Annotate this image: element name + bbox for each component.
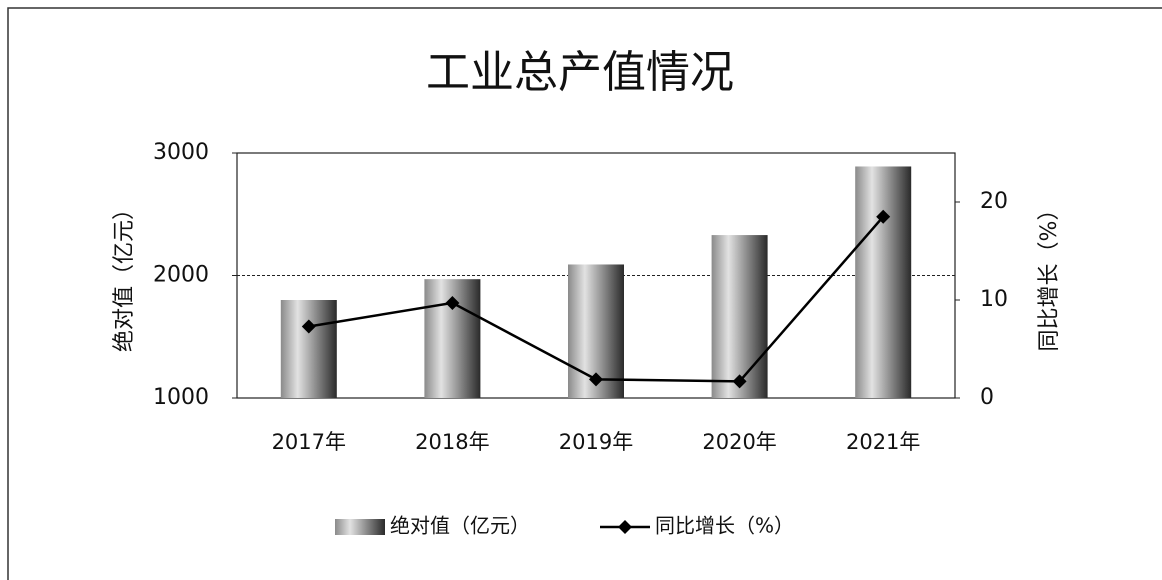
y-tick-label: 1000 (153, 385, 209, 410)
marker (445, 295, 460, 310)
x-tick-label: 2017年 (272, 430, 346, 454)
legend-marker (618, 520, 632, 534)
chart-title: 工业总产值情况 (426, 47, 734, 98)
x-tick-label: 2019年 (559, 430, 633, 454)
y-axis-label: 绝对值（亿元） (112, 198, 137, 352)
marker (876, 209, 891, 224)
y2-tick-label: 20 (980, 189, 1008, 214)
y2-tick-label: 0 (980, 385, 994, 410)
y-tick-label: 2000 (153, 263, 209, 288)
marker (732, 374, 747, 389)
bar (711, 235, 768, 398)
y2-axis-label: 同比增长（%） (1037, 199, 1062, 352)
legend-label: 绝对值（亿元） (390, 514, 530, 538)
x-tick-label: 2020年 (702, 430, 776, 454)
y-tick-label: 3000 (153, 140, 209, 165)
marker (301, 319, 316, 334)
y2-tick-label: 10 (980, 287, 1008, 312)
legend-label: 同比增长（%） (655, 514, 794, 538)
bar (855, 166, 912, 398)
bar (280, 300, 337, 398)
legend-swatch (335, 519, 385, 535)
marker (589, 372, 603, 387)
x-tick-label: 2021年 (846, 430, 920, 454)
x-tick-label: 2018年 (415, 430, 489, 454)
frame (7, 7, 1162, 580)
